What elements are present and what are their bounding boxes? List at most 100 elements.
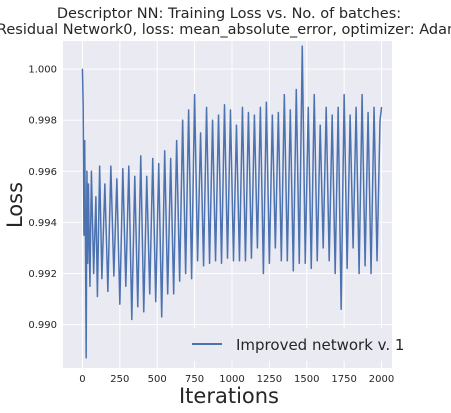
x-tick-label: 250 <box>110 374 129 385</box>
data-point <box>179 280 181 282</box>
data-point <box>205 106 208 109</box>
data-point <box>170 157 172 160</box>
data-point <box>122 168 124 170</box>
data-point <box>211 119 214 121</box>
data-point <box>90 170 93 172</box>
data-point <box>298 262 300 264</box>
data-point <box>182 119 184 121</box>
legend-label: Improved network v. 1 <box>236 336 404 354</box>
data-point <box>337 106 339 109</box>
data-point <box>96 295 98 298</box>
data-point <box>119 303 121 305</box>
data-point <box>143 311 145 313</box>
chart-title-line-2: Residual Network0, loss: mean_absolute_e… <box>0 22 451 38</box>
data-point <box>191 277 193 280</box>
data-point <box>202 265 205 267</box>
data-point <box>346 267 348 269</box>
data-point <box>83 234 85 236</box>
data-point <box>152 157 154 160</box>
y-tick-labels: 0.990 0.992 0.994 0.996 0.998 1.000 <box>28 65 57 331</box>
data-point <box>352 247 354 249</box>
data-point <box>101 277 103 280</box>
x-tick-label: 1750 <box>331 374 356 385</box>
data-point <box>247 111 250 114</box>
data-point <box>232 260 235 262</box>
data-point <box>220 262 223 264</box>
data-point <box>259 106 261 109</box>
x-tick-label: 1250 <box>257 374 282 385</box>
data-point <box>194 94 196 96</box>
data-point <box>188 109 190 111</box>
data-point <box>167 293 169 295</box>
data-point <box>125 285 127 287</box>
data-point <box>277 111 279 114</box>
data-point <box>110 165 112 167</box>
data-point <box>89 285 91 287</box>
data-point <box>268 262 270 264</box>
data-point <box>310 267 312 269</box>
data-point <box>274 247 276 249</box>
data-point <box>244 260 247 262</box>
data-point <box>301 45 303 47</box>
data-point <box>331 114 333 116</box>
y-tick-label: 0.994 <box>28 218 57 229</box>
data-point <box>99 165 101 167</box>
data-point <box>229 109 232 111</box>
data-point <box>131 318 133 321</box>
data-point <box>343 94 345 96</box>
data-point <box>256 247 259 249</box>
data-point <box>271 114 273 116</box>
data-point <box>155 300 157 303</box>
data-point <box>161 316 163 318</box>
y-tick-label: 1.000 <box>28 65 57 76</box>
data-point <box>316 260 318 262</box>
legend: Improved network v. 1 <box>182 328 404 361</box>
data-point <box>214 260 217 262</box>
data-point <box>370 272 372 275</box>
data-point <box>334 272 336 275</box>
data-point <box>85 357 87 359</box>
data-point <box>86 170 88 172</box>
data-point <box>238 260 241 262</box>
data-point <box>87 183 90 185</box>
data-point <box>137 306 139 308</box>
data-point <box>358 272 360 275</box>
data-point <box>376 260 378 262</box>
data-point <box>340 308 342 310</box>
data-point <box>253 114 256 116</box>
data-point <box>199 132 202 134</box>
data-point <box>208 262 211 264</box>
data-point <box>223 104 226 106</box>
x-tick-label: 750 <box>185 374 204 385</box>
x-axis-label: Iterations <box>179 384 279 408</box>
data-point <box>140 155 142 157</box>
x-tick-label: 1500 <box>294 374 319 385</box>
data-point <box>196 260 199 262</box>
x-tick-label: 0 <box>79 374 85 385</box>
chart-title-line-1: Descriptor NN: Training Loss vs. No. of … <box>57 6 401 22</box>
data-point <box>322 247 324 249</box>
data-point <box>373 106 375 109</box>
data-point <box>164 150 166 152</box>
data-point <box>349 114 351 116</box>
y-axis-label: Loss <box>3 182 27 228</box>
data-point <box>113 275 115 277</box>
data-point <box>250 257 253 259</box>
data-point <box>319 124 321 126</box>
data-point <box>262 272 264 275</box>
data-point <box>380 106 383 109</box>
data-point <box>235 124 238 126</box>
data-point <box>325 106 327 109</box>
data-point <box>217 114 220 116</box>
series-layer <box>81 45 383 359</box>
data-point <box>283 94 285 96</box>
data-point <box>280 260 282 262</box>
data-point <box>289 109 291 111</box>
data-point <box>84 140 86 142</box>
data-point <box>328 260 330 262</box>
data-point <box>176 140 178 142</box>
data-point <box>379 119 381 121</box>
x-tick-labels: 0 250 500 750 1000 1250 1500 1750 2000 <box>79 374 394 385</box>
data-point <box>81 68 84 70</box>
data-point <box>82 106 84 109</box>
